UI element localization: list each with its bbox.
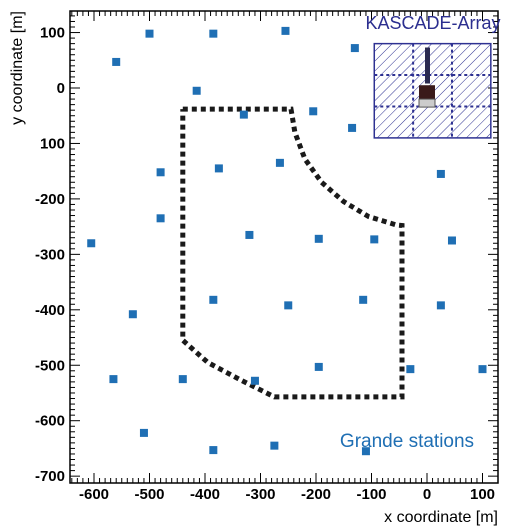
grande-stations-label: Grande stations (340, 431, 474, 452)
y-tick-label: 0 (57, 80, 65, 97)
grande-station-point (239, 110, 248, 119)
y-tick-label: -700 (35, 468, 65, 485)
x-tick-label: 100 (470, 486, 495, 503)
grande-station-point (275, 158, 284, 167)
x-tick-label: -100 (356, 486, 386, 503)
x-tick-label: -200 (301, 486, 331, 503)
grande-station-point (178, 375, 187, 384)
grande-station-point (250, 376, 259, 385)
grande-station-point (361, 447, 370, 456)
grande-station-point (214, 164, 223, 173)
kascade-central-building (419, 85, 435, 100)
grande-station-point (209, 295, 218, 304)
grande-station-point (156, 214, 165, 223)
kascade-tunnel (425, 47, 430, 84)
grande-stations-series (87, 26, 487, 456)
grande-station-point (281, 26, 290, 35)
grande-station-point (139, 428, 148, 437)
grande-station-point (192, 86, 201, 95)
x-tick-label: 0 (423, 486, 431, 503)
grande-station-point (112, 57, 121, 66)
kascade-muon-tracker (418, 98, 436, 108)
y-tick-label: -600 (35, 413, 65, 430)
grande-station-point (447, 236, 456, 245)
grande-station-point (209, 446, 218, 455)
grande-station-point (309, 107, 318, 116)
axis-ticks (70, 11, 498, 483)
region-outline (180, 106, 405, 400)
grande-station-point (156, 168, 165, 177)
grande-station-point (209, 29, 218, 38)
grande-station-point (436, 301, 445, 310)
x-axis-title: x coordinate [m] (384, 509, 498, 526)
y-tick-label: 100 (40, 25, 65, 42)
grande-station-point (270, 441, 279, 450)
x-tick-label: -300 (245, 486, 275, 503)
y-tick-label: -400 (35, 302, 65, 319)
grande-station-point (128, 310, 137, 319)
grande-station-point (436, 169, 445, 178)
grande-station-point (109, 375, 118, 384)
grande-station-point (359, 295, 368, 304)
y-tick-label: 100 (40, 135, 65, 152)
y-tick-label: -300 (35, 246, 65, 263)
kascade-array (373, 42, 492, 139)
x-tick-label: -600 (79, 486, 109, 503)
y-tick-label: -200 (35, 191, 65, 208)
grande-station-point (314, 234, 323, 243)
grande-station-point (145, 29, 154, 38)
tick-labels: -600 -500 -400 -300 -200 -100 0 100 100 0 100 -200 -… (35, 25, 495, 503)
grande-station-point (350, 44, 359, 53)
grande-station-point (348, 123, 357, 132)
x-tick-label: -500 (134, 486, 164, 503)
grande-station-point (87, 239, 96, 248)
y-tick-label: -500 (35, 357, 65, 374)
grande-station-point (284, 301, 293, 310)
grande-station-point (245, 230, 254, 239)
x-tick-label: -400 (190, 486, 220, 503)
grande-station-point (478, 365, 487, 374)
kascade-central-detector (374, 43, 491, 138)
grande-station-point (370, 235, 379, 244)
kascade-array-label: KASCADE-Array (365, 13, 500, 33)
y-axis-title: y coordinate [m] (9, 11, 26, 125)
grande-station-point (314, 362, 323, 371)
grande-station-point (406, 365, 415, 374)
